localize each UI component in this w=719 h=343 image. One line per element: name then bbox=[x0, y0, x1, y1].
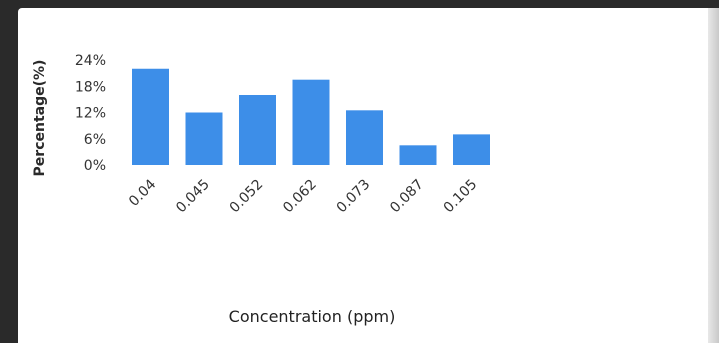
chart-card bbox=[18, 8, 719, 343]
bar bbox=[453, 134, 490, 165]
y-axis-ticks: 0% 6% 12% 18% 24% bbox=[75, 53, 106, 174]
x-tick-label: 0.105 bbox=[441, 177, 481, 217]
x-tick-label: 0.073 bbox=[334, 177, 374, 217]
x-axis-label: Concentration (ppm) bbox=[229, 307, 396, 326]
x-tick-label: 0.087 bbox=[387, 177, 427, 217]
x-tick-label: 0.04 bbox=[126, 176, 159, 209]
y-tick-label: 12% bbox=[75, 106, 106, 122]
bars bbox=[132, 68, 490, 165]
y-tick-label: 6% bbox=[84, 132, 106, 148]
bar bbox=[132, 68, 169, 165]
bar bbox=[185, 112, 223, 165]
y-axis-label: Percentage(%) bbox=[32, 60, 48, 177]
y-tick-label: 24% bbox=[75, 53, 106, 69]
bar bbox=[292, 79, 330, 165]
bar bbox=[346, 110, 383, 165]
y-tick-label: 0% bbox=[84, 158, 106, 174]
x-tick-label: 0.052 bbox=[227, 177, 267, 217]
bar bbox=[239, 95, 276, 165]
bar bbox=[399, 145, 437, 165]
x-tick-label: 0.062 bbox=[280, 177, 320, 217]
card-edge-shadow bbox=[708, 8, 719, 343]
x-tick-label: 0.045 bbox=[173, 177, 213, 217]
y-tick-label: 18% bbox=[75, 79, 106, 95]
x-axis-ticks: 0.04 0.045 0.052 0.062 0.073 0.087 0.105 bbox=[126, 176, 480, 216]
